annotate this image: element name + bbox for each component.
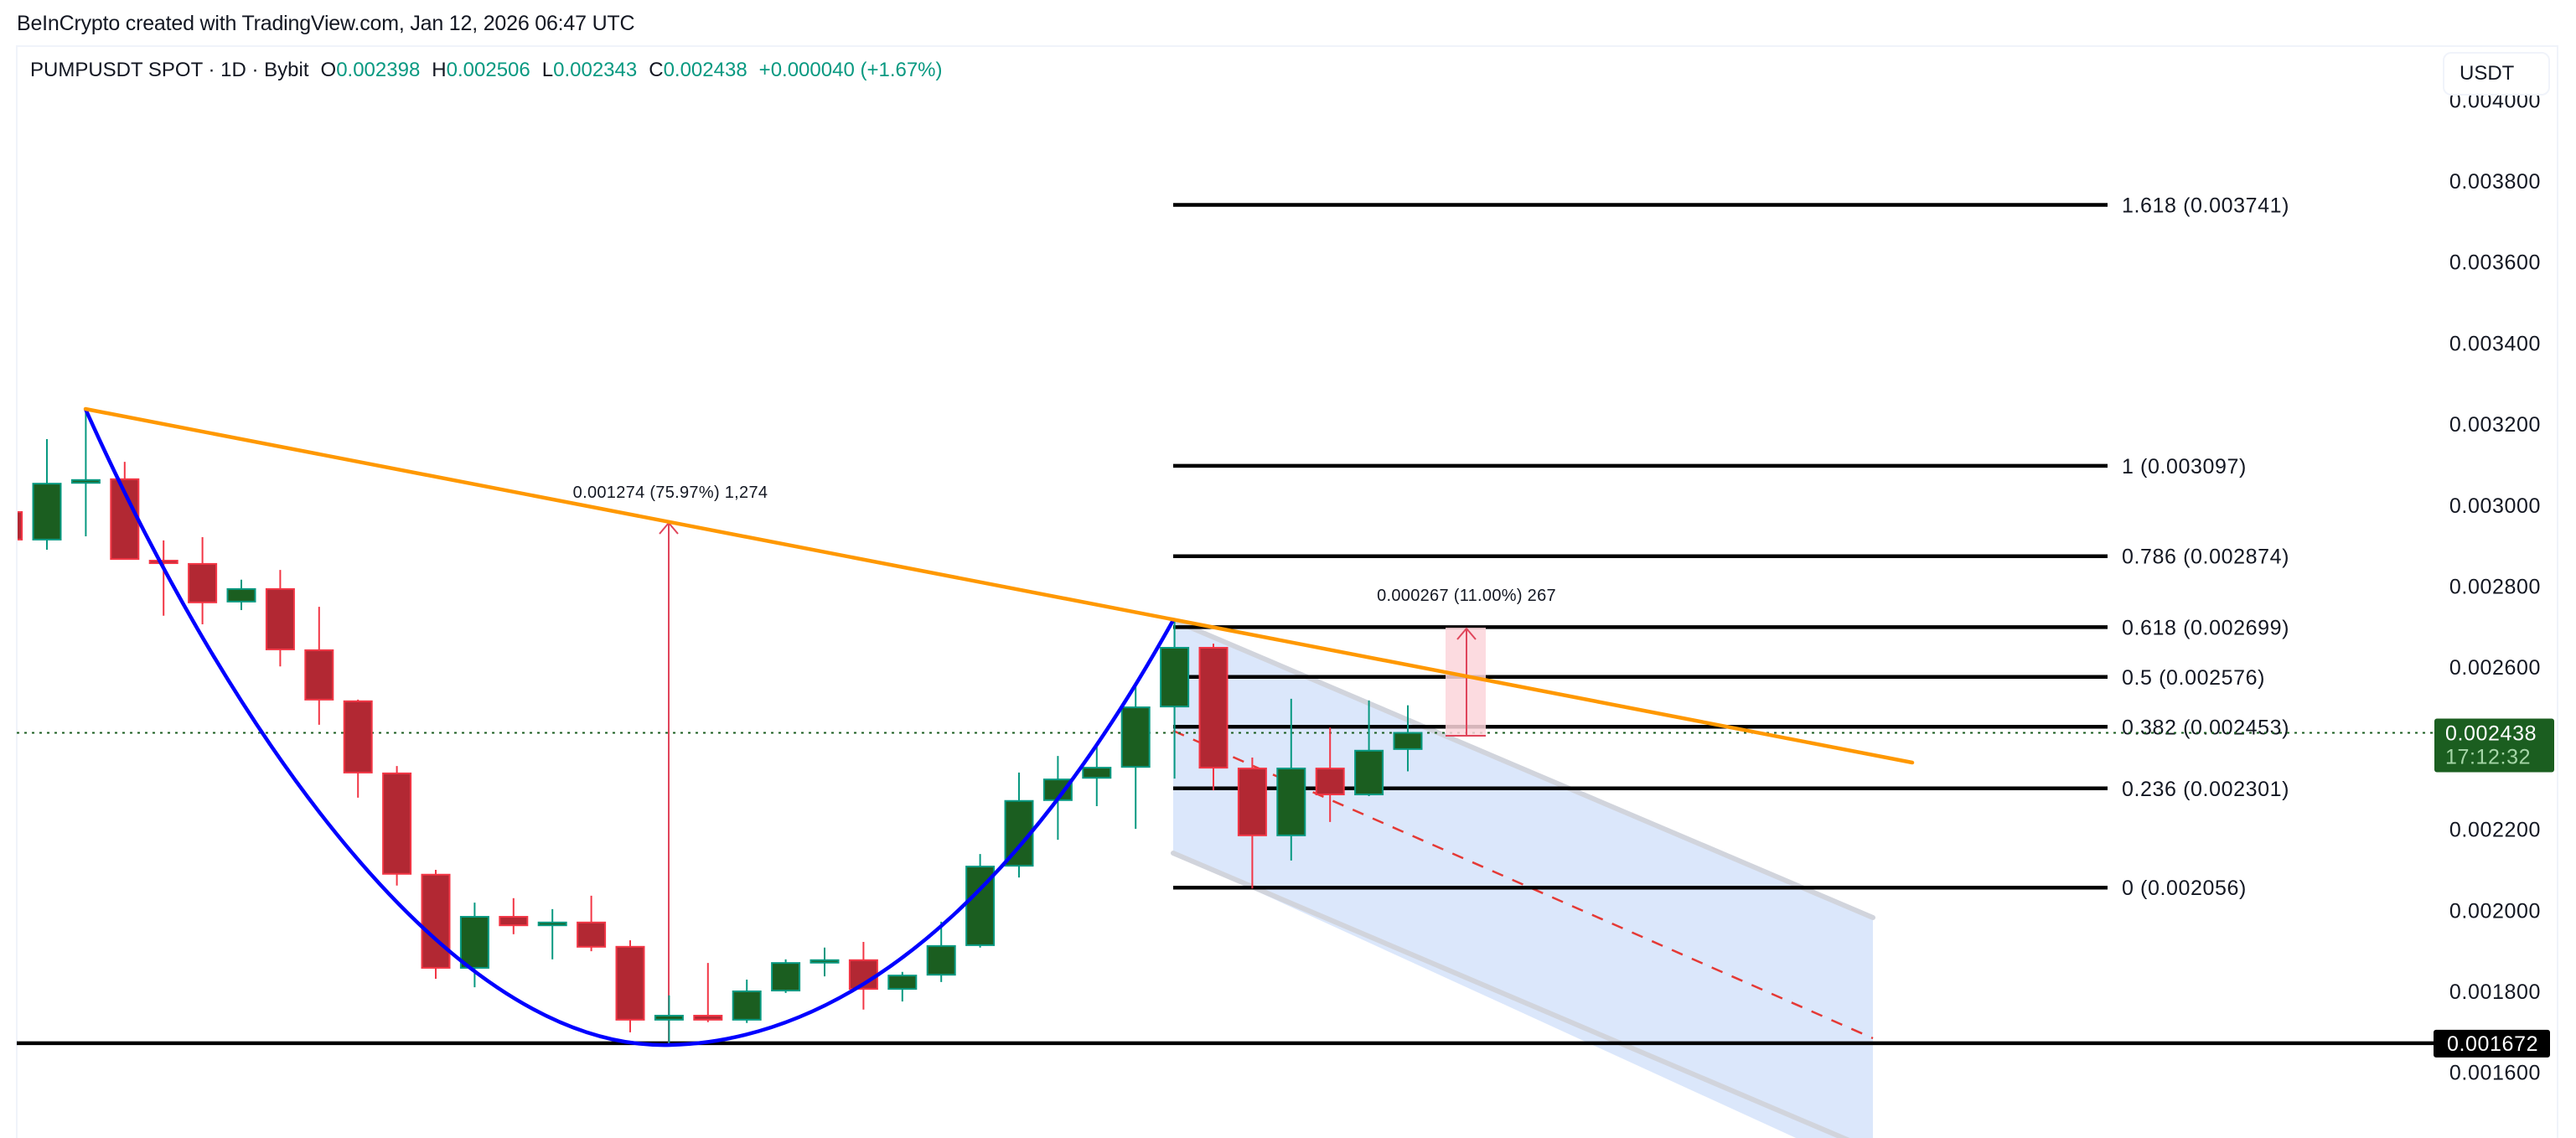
fib-level[interactable]: 1 (0.003097)	[1173, 455, 2247, 478]
fib-label: 1 (0.003097)	[2122, 455, 2247, 478]
price-axis-tick: 0.003400	[2449, 332, 2541, 355]
svg-text:0.001672: 0.001672	[2447, 1032, 2538, 1056]
fib-level[interactable]: 0.382 (0.002453)	[1173, 716, 2289, 739]
descending-channel[interactable]	[1171, 618, 1875, 1138]
price-axis[interactable]: 0.0040000.0038000.0036000.0034000.003200…	[2434, 47, 2557, 1138]
candle-bearish	[421, 869, 451, 980]
price-axis-tick: 0.001800	[2449, 980, 2541, 1004]
candle-bullish	[1393, 705, 1423, 772]
candle-bullish	[654, 995, 684, 1044]
channel-fill	[1173, 620, 1873, 1138]
close-label: C	[649, 59, 664, 81]
fib-label: 0.618 (0.002699)	[2122, 616, 2289, 639]
measure-annotations[interactable]: 0.001274 (75.97%) 1,274 0.000267 (11.00%)…	[573, 484, 1556, 1043]
candle-bullish	[926, 921, 956, 982]
change-value: +0.000040 (+1.67%)	[758, 59, 943, 81]
price-axis-tick: 0.002600	[2449, 656, 2541, 680]
measure-label: 0.000267 (11.00%) 267	[1377, 587, 1556, 605]
open-label: O	[320, 59, 337, 81]
measure-cup-depth[interactable]: 0.001274 (75.97%) 1,274	[573, 484, 768, 1043]
fib-label: 0.5 (0.002576)	[2122, 666, 2265, 690]
candle-bullish	[810, 947, 840, 977]
candle-bullish	[1160, 619, 1190, 779]
high-label: H	[432, 59, 447, 81]
high-value: 0.002506	[446, 59, 530, 81]
svg-text:0.002438: 0.002438	[2445, 722, 2537, 746]
support-price-tag: 0.001672	[2434, 1029, 2550, 1058]
candle-bullish	[32, 438, 62, 550]
low-value: 0.002343	[553, 59, 638, 81]
candle-bearish	[343, 699, 373, 798]
candle-bearish	[304, 607, 334, 725]
fib-label: 0.236 (0.002301)	[2122, 778, 2289, 801]
svg-text:17:12:32: 17:12:32	[2445, 746, 2531, 769]
candles	[18, 410, 1423, 1044]
candle-bearish	[1315, 727, 1345, 822]
price-axis-tick: 0.002800	[2449, 576, 2541, 599]
fib-level[interactable]: 1.618 (0.003741)	[1173, 194, 2289, 218]
price-axis-tick: 0.002000	[2449, 899, 2541, 923]
price-axis-tick: 0.003000	[2449, 494, 2541, 518]
channel-midline[interactable]	[1172, 729, 1874, 1040]
fib-label: 0.786 (0.002874)	[2122, 546, 2289, 569]
cup-curve[interactable]	[83, 408, 1175, 1047]
fib-level[interactable]: 0 (0.002056)	[1173, 877, 2247, 900]
candle-bullish	[1354, 700, 1384, 796]
candle-bullish	[732, 979, 762, 1023]
candle-bullish	[70, 410, 101, 537]
candle-bullish	[1004, 772, 1034, 878]
currency-button[interactable]: USDT	[2443, 52, 2550, 96]
fib-label: 1.618 (0.003741)	[2122, 194, 2289, 218]
measure-label: 0.001274 (75.97%) 1,274	[573, 484, 768, 502]
candle-bearish	[1237, 758, 1267, 889]
candle-bullish	[1276, 698, 1306, 861]
price-axis-tick: 0.002200	[2449, 819, 2541, 842]
candle-bearish	[148, 540, 178, 616]
price-axis-background[interactable]	[2435, 47, 2557, 1138]
open-value: 0.002398	[336, 59, 421, 81]
fib-label: 0 (0.002056)	[2122, 877, 2247, 900]
fib-level[interactable]: 0.786 (0.002874)	[1173, 546, 2289, 569]
candle-bearish	[1198, 644, 1229, 791]
candle-bearish	[265, 570, 295, 667]
descending-trendline[interactable]	[83, 406, 1915, 765]
candle-bearish	[577, 895, 607, 952]
price-axis-tick: 0.003600	[2449, 251, 2541, 275]
channel-upper-edge[interactable]	[1171, 618, 1875, 920]
chart-credit: BeInCrypto created with TradingView.com,…	[17, 12, 635, 35]
trend-drawings[interactable]	[83, 406, 1915, 1047]
fib-level[interactable]: 0.618 (0.002699)	[1173, 616, 2289, 639]
candle-bearish	[615, 940, 645, 1032]
candle-bullish	[537, 908, 567, 960]
close-value: 0.002438	[663, 59, 747, 81]
symbol-title[interactable]: PUMPUSDT SPOT · 1D · Bybit	[30, 59, 309, 81]
candle-bullish	[1120, 683, 1151, 830]
candle-bearish	[499, 897, 529, 934]
symbol-legend: PUMPUSDT SPOT · 1D · Bybit O 0.002398 H 0.…	[30, 59, 943, 82]
candle-bullish	[459, 903, 489, 988]
candle-bullish	[771, 959, 801, 993]
price-axis-tick: 0.001600	[2449, 1062, 2541, 1085]
candle-bearish	[188, 536, 218, 624]
price-axis-tick: 0.003800	[2449, 170, 2541, 194]
low-label: L	[541, 59, 554, 81]
chart-frame	[16, 45, 2558, 1138]
channel-lower-edge[interactable]	[1171, 851, 1873, 1138]
candle-bullish	[226, 579, 256, 611]
candle-bearish	[382, 766, 412, 886]
measure-breakout-target[interactable]: 0.000267 (11.00%) 267	[1377, 587, 1556, 737]
candle-bearish	[18, 511, 23, 541]
fib-level[interactable]: 0.5 (0.002576)	[1173, 666, 2265, 690]
candle-bearish	[693, 963, 723, 1022]
fib-label: 0.382 (0.002453)	[2122, 716, 2289, 739]
candle-bullish	[887, 971, 918, 1002]
candle-bullish	[1082, 745, 1112, 807]
price-axis-tick: 0.003200	[2449, 413, 2541, 437]
